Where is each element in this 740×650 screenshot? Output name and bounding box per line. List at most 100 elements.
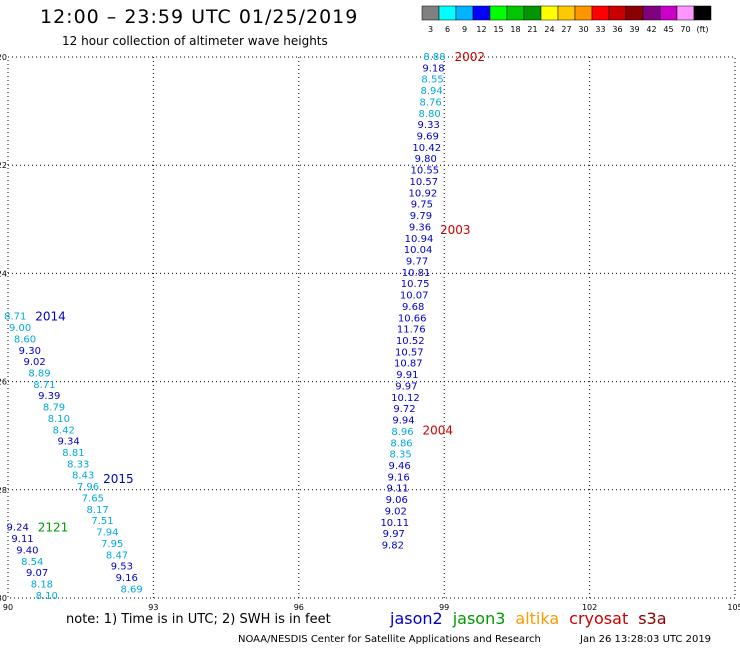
- wave-height-value: 9.16: [388, 472, 410, 483]
- wave-height-value: 9.16: [116, 573, 138, 584]
- colorbar-label: 15: [493, 25, 503, 34]
- colorbar-swatch: [608, 5, 627, 21]
- y-tick-label: -28: [0, 486, 7, 495]
- colorbar-swatch: [421, 5, 440, 21]
- wave-height-value: 9.46: [388, 461, 410, 472]
- wave-height-value: 9.68: [402, 302, 424, 313]
- wave-height-value: 8.69: [120, 584, 142, 595]
- wave-height-value: 9.75: [411, 200, 433, 211]
- wave-height-value: 10.07: [400, 291, 429, 302]
- colorbar-swatch: [557, 5, 576, 21]
- satellite-legend-item: cryosat: [569, 609, 629, 628]
- wave-height-value: 9.36: [409, 222, 431, 233]
- satellite-legend-item: jason2: [390, 609, 443, 628]
- colorbar-label: 18: [510, 25, 520, 34]
- colorbar-label: 70: [680, 25, 690, 34]
- wave-height-value: 8.17: [87, 505, 109, 516]
- wave-height-value: 7.65: [82, 493, 104, 504]
- wave-height-value: 10.52: [396, 336, 425, 347]
- colorbar-label: 30: [578, 25, 588, 34]
- wave-height-value: 8.55: [421, 75, 443, 86]
- colorbar-swatch: [642, 5, 661, 21]
- satellite-legend-item: s3a: [638, 609, 667, 628]
- y-tick-label: -26: [0, 378, 7, 387]
- y-tick-label: -20: [0, 53, 7, 62]
- wave-height-value: 9.11: [11, 534, 33, 545]
- wave-height-value: 9.18: [422, 63, 444, 74]
- colorbar-swatch: [506, 5, 525, 21]
- wave-height-value: 7.96: [77, 482, 99, 493]
- wave-height-value: 10.57: [395, 347, 424, 358]
- y-tick-label: -30: [0, 594, 7, 603]
- satellite-legend-item: jason3: [452, 609, 506, 628]
- colorbar-label: 27: [561, 25, 571, 34]
- wave-height-value: 9.97: [395, 381, 417, 392]
- x-tick-label: 90: [3, 603, 13, 612]
- footer-timestamp: Jan 26 13:28:03 UTC 2019: [580, 634, 712, 645]
- wave-height-value: 8.79: [43, 403, 65, 414]
- wave-height-value: 7.51: [91, 516, 113, 527]
- wave-height-value: 8.54: [21, 557, 43, 568]
- colorbar-swatch: [540, 5, 559, 21]
- chart-title: 12:00 – 23:59 UTC 01/25/2019: [40, 6, 359, 28]
- wave-height-value: 11.76: [397, 325, 426, 336]
- wave-height-value: 8.96: [391, 427, 413, 438]
- wave-height-value: 8.71: [33, 380, 55, 391]
- wave-height-value: 7.94: [96, 528, 118, 539]
- wave-height-value: 10.66: [398, 313, 427, 324]
- wave-height-value: 9.79: [410, 211, 432, 222]
- wave-height-value: 10.57: [410, 177, 439, 188]
- colorbar-label: 12: [476, 25, 486, 34]
- wave-height-value: 10.87: [394, 359, 423, 370]
- wave-height-value: 9.72: [393, 404, 415, 415]
- wave-height-value: 9.02: [385, 506, 407, 517]
- wave-height-value: 8.89: [28, 368, 50, 379]
- track-hour-label: 2121: [38, 521, 69, 535]
- colorbar-swatch: [455, 5, 474, 21]
- wave-height-value: 10.94: [405, 234, 434, 245]
- wave-height-value: 10.12: [391, 393, 420, 404]
- x-tick-label: 93: [148, 603, 158, 612]
- colorbar-label: 24: [544, 25, 554, 34]
- track-hour-label: 2003: [440, 223, 471, 237]
- wave-height-value: 9.06: [386, 495, 408, 506]
- wave-height-value: 8.81: [62, 448, 84, 459]
- wave-height-value: 9.00: [9, 323, 31, 334]
- x-tick-label: 105: [727, 603, 740, 612]
- x-tick-label: 96: [294, 603, 304, 612]
- colorbar-swatch: [438, 5, 457, 21]
- wave-height-value: 9.80: [415, 154, 437, 165]
- colorbar-swatch: [591, 5, 610, 21]
- wave-height-value: 9.11: [387, 484, 409, 495]
- colorbar-label: 6: [445, 25, 450, 34]
- track-hour-label: 2004: [423, 423, 454, 437]
- wave-height-value: 10.11: [380, 518, 409, 529]
- plot-frame: [7, 56, 736, 599]
- colorbar-label: 42: [646, 25, 656, 34]
- wave-height-value: 8.86: [390, 438, 412, 449]
- wave-height-value: 7.95: [101, 539, 123, 550]
- wave-height-value: 8.76: [419, 97, 441, 108]
- wave-height-value: 9.02: [24, 357, 46, 368]
- track-hour-label: 2015: [103, 472, 134, 486]
- wave-height-value: 10.04: [404, 245, 433, 256]
- wave-height-value: 9.91: [396, 370, 418, 381]
- wave-height-value: 9.07: [26, 568, 48, 579]
- x-tick-label: 102: [582, 603, 597, 612]
- colorbar-swatch: [625, 5, 644, 21]
- wave-height-value: 9.39: [38, 391, 60, 402]
- colorbar-swatch: [489, 5, 508, 21]
- track-hour-label: 2002: [455, 50, 486, 64]
- colorbar-swatch: [676, 5, 695, 21]
- wave-height-value: 8.94: [420, 86, 442, 97]
- wave-height-value: 8.71: [4, 312, 26, 323]
- wave-height-value: 8.42: [53, 425, 75, 436]
- wave-height-value: 8.10: [48, 414, 70, 425]
- wave-height-value: 8.10: [36, 591, 58, 602]
- wave-height-value: 8.88: [423, 52, 445, 63]
- satellite-legend-item: altika: [515, 609, 560, 628]
- colorbar-label: 45: [663, 25, 673, 34]
- wave-height-value: 9.30: [19, 346, 41, 357]
- wave-height-value: 8.80: [419, 109, 441, 120]
